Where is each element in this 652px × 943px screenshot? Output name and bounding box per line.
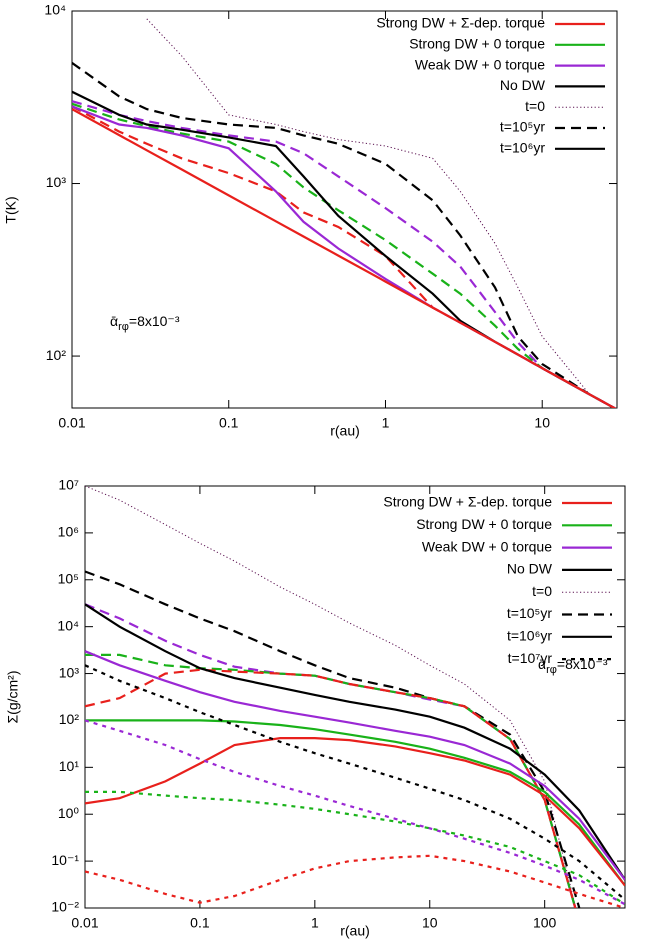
annotation-value: =8x10⁻³ xyxy=(557,656,608,672)
y-tick-label: 10¹ xyxy=(59,758,80,774)
annotation-value: =8x10⁻³ xyxy=(129,313,180,329)
legend-label: Strong DW + Σ-dep. torque xyxy=(376,15,545,31)
y-tick-label: 10⁵ xyxy=(58,570,79,586)
data-line xyxy=(72,108,617,408)
data-line xyxy=(85,603,625,881)
y-tick-label: 10⁴ xyxy=(44,2,66,18)
y-tick-label: 10⁷ xyxy=(58,477,79,493)
y-tick-label: 10⁻² xyxy=(51,899,79,915)
annotation-symbol: ᾱ xyxy=(538,656,546,672)
data-line xyxy=(85,664,625,901)
legend-label: t=10⁵yr xyxy=(500,119,545,135)
data-line xyxy=(85,486,577,908)
x-axis-label: r(au) xyxy=(330,423,360,439)
x-tick-label: 0.01 xyxy=(71,915,98,931)
legend-label: t=10⁷yr xyxy=(508,650,553,666)
data-line xyxy=(85,650,625,881)
plot-frame xyxy=(84,485,626,909)
legend-label: t=10⁵yr xyxy=(507,605,552,621)
legend-label: Weak DW + 0 torque xyxy=(422,538,552,554)
data-line xyxy=(85,653,577,908)
x-tick-label: 10 xyxy=(422,915,438,931)
data-line xyxy=(85,790,625,906)
legend-label: Weak DW + 0 torque xyxy=(415,56,545,72)
x-axis-label: r(au) xyxy=(340,923,370,939)
x-tick-label: 10 xyxy=(534,415,550,431)
y-tick-label: 10² xyxy=(59,711,80,727)
legend-label: t=10⁶yr xyxy=(500,140,545,156)
legend-label: t=0 xyxy=(525,98,545,114)
y-tick-label: 10⁴ xyxy=(57,617,79,633)
annotation-subscript: rφ xyxy=(546,664,557,676)
legend-label: Strong DW + 0 torque xyxy=(409,36,545,52)
x-tick-label: 1 xyxy=(311,915,319,931)
annotation: ᾱrφ=8x10⁻³ xyxy=(538,656,608,676)
legend-label: t=0 xyxy=(532,583,552,599)
data-line xyxy=(72,62,617,408)
x-tick-label: 100 xyxy=(533,915,557,931)
data-line xyxy=(85,603,577,908)
data-line xyxy=(72,102,617,408)
panel: 0.01 0.1 1 10 100 10⁻² 10⁻¹ 10⁰ 10¹ 10² 10³ 10⁴ 10⁵ 1… xyxy=(5,477,626,939)
series-group xyxy=(85,486,625,908)
annotation-symbol: ᾱ xyxy=(110,313,118,329)
legend-label: Strong DW + Σ-dep. torque xyxy=(383,494,552,510)
y-axis-label: T(K) xyxy=(3,196,19,223)
annotation-subscript: rφ xyxy=(118,321,129,333)
data-line xyxy=(85,737,625,887)
legend-label: Strong DW + 0 torque xyxy=(416,516,552,532)
series-group xyxy=(72,18,617,408)
y-tick-label: 10³ xyxy=(46,174,67,190)
annotation: ᾱrφ=8x10⁻³ xyxy=(110,313,180,333)
data-line xyxy=(85,570,581,908)
y-axis-label: Σ(g/cm²) xyxy=(5,671,21,724)
y-tick-label: 10⁰ xyxy=(58,805,80,821)
x-tick-label: 0.01 xyxy=(58,415,85,431)
data-line xyxy=(72,100,617,408)
x-tick-label: 1 xyxy=(382,415,390,431)
y-tick-label: 10³ xyxy=(59,664,80,680)
y-tick-label: 10⁻¹ xyxy=(51,852,79,868)
legend-label: No DW xyxy=(507,561,553,577)
legend-label: No DW xyxy=(500,77,546,93)
data-line xyxy=(85,668,577,908)
panel: 0.01 0.1 1 10 10² 10³ 10⁴ r(au) T(K) Strong DW + … xyxy=(3,2,618,439)
data-line xyxy=(85,719,625,906)
data-line xyxy=(85,854,625,908)
y-tick-label: 10⁶ xyxy=(58,524,79,540)
data-line xyxy=(85,719,625,887)
legend-label: t=10⁶yr xyxy=(507,628,552,644)
y-tick-label: 10² xyxy=(46,347,67,363)
x-tick-label: 0.1 xyxy=(190,915,210,931)
data-line xyxy=(146,18,616,408)
plot-frame xyxy=(71,10,618,409)
x-tick-label: 0.1 xyxy=(219,415,239,431)
